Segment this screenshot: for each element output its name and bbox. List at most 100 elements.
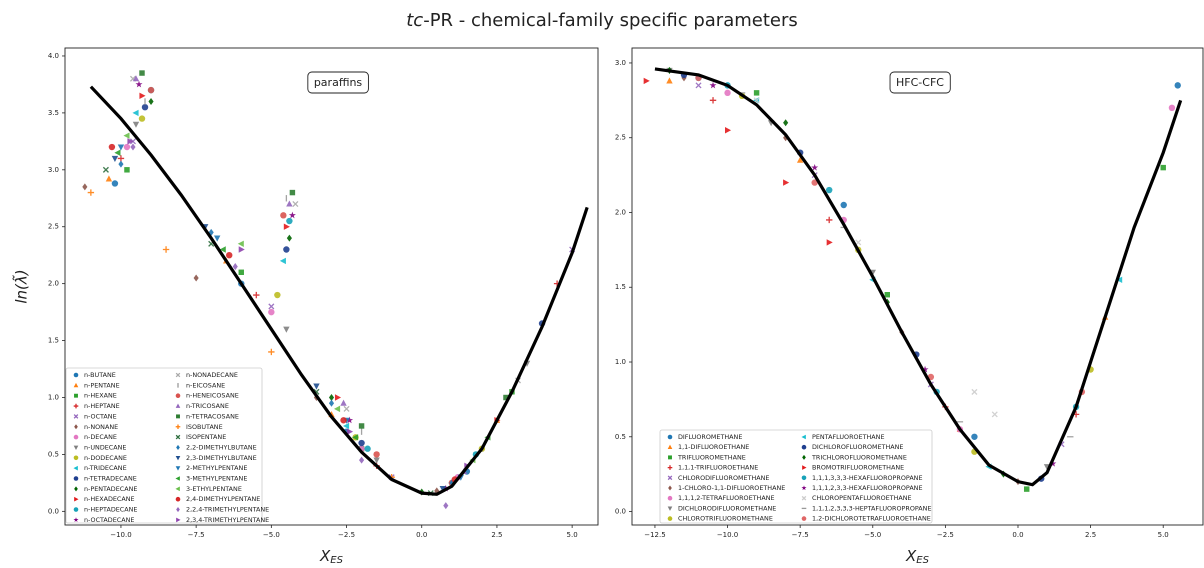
- scatter-point: [123, 143, 131, 151]
- scatter-point: [123, 132, 130, 139]
- legend-marker: [176, 414, 180, 419]
- scatter-point: [346, 416, 354, 424]
- y-tick-label: 2.0: [615, 208, 626, 216]
- scatter-point: [286, 200, 293, 207]
- legend-label: CHLOROPENTAFLUOROETHANE: [812, 494, 912, 502]
- legend-marker: [73, 403, 79, 409]
- legend-label: CHLOROTRIFLUOROMETHANE: [678, 515, 773, 523]
- legend-label: n-DODECANE: [84, 454, 127, 462]
- scatter-point: [352, 434, 359, 441]
- y-tick-label: 3.5: [48, 109, 59, 117]
- x-axis-label-main: X: [319, 547, 331, 565]
- legend-marker: [176, 444, 180, 450]
- x-tick-label: −7.5: [188, 531, 205, 539]
- legend-label: 3-METHYLPENTANE: [186, 475, 247, 483]
- legend-label: TRICHLOROFLUOROMETHANE: [811, 453, 907, 461]
- legend-label: n-TETRADECANE: [84, 475, 137, 483]
- legend-marker: [175, 466, 181, 471]
- legend-marker: [801, 434, 806, 440]
- legend-label: n-TETRACOSANE: [186, 412, 239, 420]
- y-tick-label: 2.0: [48, 280, 59, 288]
- scatter-point: [643, 77, 650, 85]
- scatter-point: [826, 186, 833, 194]
- legend-marker: [667, 434, 673, 440]
- scatter-point: [826, 216, 833, 224]
- scatter-point: [709, 81, 717, 89]
- legend-marker: [667, 516, 673, 521]
- legend-label: n-HENEICOSANE: [186, 392, 239, 400]
- plot-area: [643, 66, 1183, 492]
- scatter-point: [127, 138, 134, 145]
- legend-box: [65, 367, 263, 524]
- x-tick-label: −10.0: [110, 531, 131, 539]
- legend-marker: [74, 496, 79, 502]
- legend-marker: [74, 486, 78, 492]
- x-tick-label: −10.0: [717, 531, 738, 539]
- legend-label: TRIFLUOROMETHANE: [677, 453, 746, 461]
- scatter-point: [724, 127, 732, 134]
- legend-label: CHLORODIFLUOROMETHANE: [678, 474, 769, 482]
- scatter-point: [292, 200, 299, 207]
- legend-label: BROMOTRIFLUOROMETHANE: [812, 464, 904, 472]
- scatter-point: [840, 201, 847, 209]
- scatter-point: [811, 179, 818, 186]
- scatter-point: [783, 134, 789, 142]
- scatter-point: [971, 433, 978, 440]
- legend-label: 3-ETHYLPENTANE: [186, 485, 242, 493]
- fit-curve: [654, 67, 1183, 487]
- legend-label: n-BUTANE: [84, 371, 116, 379]
- scatter-point: [132, 109, 139, 117]
- scatter-point: [108, 143, 116, 151]
- legend-marker: [73, 455, 79, 461]
- legend-marker: [175, 393, 181, 399]
- scatter-point: [114, 149, 121, 156]
- scatter-point: [439, 486, 446, 493]
- scatter-point: [343, 405, 350, 412]
- legend-box: [659, 429, 933, 524]
- legend-label: 1,1,1-TRIFLUOROETHANE: [678, 464, 758, 472]
- x-tick-label: 5.0: [1158, 531, 1169, 539]
- legend-label: 2,4-DIMETHYLPENTANE: [186, 495, 260, 503]
- scatter-point: [753, 90, 760, 96]
- legend-marker: [73, 445, 79, 450]
- scatter-point: [283, 246, 290, 253]
- legend-marker: [667, 495, 673, 501]
- legend-label: 1-CHLORO-1,1-DIFLUOROETHANE: [678, 484, 785, 492]
- legend-marker: [73, 517, 79, 523]
- x-tick-label: −2.5: [338, 531, 355, 539]
- y-tick-label: 0.5: [615, 433, 626, 441]
- legend-label: 2,3,4-TRIMETHYLPENTANE: [186, 516, 269, 524]
- subplot: −10.0 −7.5 −5.0 −2.5 0.0 2.5 5.0 0.0 0.5 1.0 1.5 2.…: [12, 47, 599, 566]
- axes-frame: [631, 47, 1204, 526]
- y-tick-label: 1.5: [615, 283, 626, 291]
- annotation: HFC-CFC: [896, 76, 944, 89]
- scatter-point: [343, 422, 350, 430]
- scatter-point: [253, 291, 260, 299]
- scatter-point: [232, 263, 238, 271]
- axes-frame: [64, 47, 599, 526]
- scatter-point: [139, 70, 145, 76]
- scatter-point: [695, 82, 702, 89]
- legend-marker: [801, 516, 807, 521]
- scatter-point: [111, 180, 119, 187]
- legend-marker: [175, 455, 181, 461]
- scatter-point: [141, 103, 149, 111]
- legend-marker: [175, 424, 181, 430]
- title-rest: -PR - chemical-family specific parameter…: [423, 10, 798, 31]
- y-tick-label: 1.5: [48, 337, 59, 345]
- legend-label: n-UNDECANE: [84, 443, 126, 451]
- plot-area: [82, 70, 589, 510]
- legend-label: PENTAFLUOROETHANE: [812, 433, 884, 441]
- y-tick-label: 0.5: [48, 450, 59, 458]
- legend-marker: [73, 465, 78, 471]
- legend-label: n-DECANE: [84, 433, 117, 441]
- scatter-point: [237, 240, 244, 248]
- fit-curve: [89, 85, 589, 496]
- scatter-point: [111, 155, 119, 162]
- legend-label: 1,1-DIFLUOROETHANE: [678, 443, 749, 451]
- x-tick-label: 0.0: [1012, 531, 1023, 539]
- title-italic: tc: [406, 10, 423, 31]
- scatter-point: [340, 399, 347, 406]
- legend-marker: [175, 496, 181, 502]
